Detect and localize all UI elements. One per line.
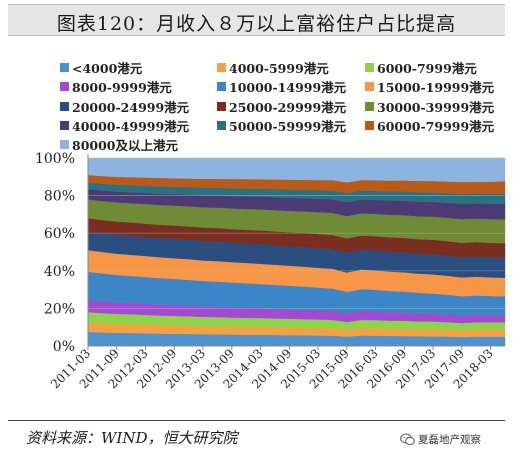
legend-swatch xyxy=(60,82,69,92)
wechat-icon xyxy=(400,433,415,446)
legend-item: 15000-19999港元 xyxy=(365,77,494,96)
legend-item: 20000-24999港元 xyxy=(60,97,189,116)
legend-item: 60000-79999港元 xyxy=(365,116,494,135)
y-tick-label: 20% xyxy=(44,301,75,317)
footer-divider xyxy=(8,420,505,421)
watermark: 夏磊地产观察 xyxy=(400,432,481,447)
chart-title: 图表120：月收入８万以上富裕住户占比提高 xyxy=(56,13,457,35)
legend-item: <4000港元 xyxy=(60,58,142,77)
legend-swatch xyxy=(217,101,226,111)
legend-label: 60000-79999港元 xyxy=(377,118,495,134)
legend-swatch xyxy=(60,101,69,111)
legend-item: 40000-49999港元 xyxy=(60,116,189,135)
source-note: 资料来源：WIND，恒大研究院 xyxy=(26,429,238,447)
legend-swatch xyxy=(217,63,226,72)
legend-item: 8000-9999港元 xyxy=(60,77,172,96)
legend-swatch xyxy=(365,101,374,111)
legend-label: 4000-5999港元 xyxy=(229,61,329,76)
legend-swatch xyxy=(217,82,226,92)
legend-label: 80000及以上港元 xyxy=(72,138,178,154)
y-tick-label: 100% xyxy=(35,151,75,167)
legend-item: 30000-39999港元 xyxy=(365,97,494,116)
legend-label: 8000-9999港元 xyxy=(72,80,172,96)
legend-swatch xyxy=(365,82,374,92)
chart-title-bar: 图表120：月收入８万以上富裕住户占比提高 xyxy=(8,4,505,36)
legend-swatch xyxy=(60,63,69,72)
legend-item: 10000-14999港元 xyxy=(217,77,346,96)
legend-item: 6000-7999港元 xyxy=(365,58,477,77)
y-tick-label: 0% xyxy=(53,339,75,355)
legend-swatch xyxy=(60,140,69,150)
legend-label: 20000-24999港元 xyxy=(72,99,190,115)
y-tick-label: 40% xyxy=(44,264,75,280)
legend-label: 15000-19999港元 xyxy=(377,80,495,96)
legend-swatch xyxy=(365,63,374,72)
legend-label: <4000港元 xyxy=(72,61,143,76)
legend-swatch xyxy=(60,120,69,130)
legend-swatch xyxy=(365,120,374,130)
legend-label: 25000-29999港元 xyxy=(229,99,347,115)
y-tick-label: 80% xyxy=(44,189,75,205)
watermark-label: 夏磊地产观察 xyxy=(418,434,481,446)
y-tick-label: 60% xyxy=(44,226,75,242)
legend-swatch xyxy=(217,120,226,130)
legend-item: 4000-5999港元 xyxy=(217,58,329,77)
legend-item: 25000-29999港元 xyxy=(217,97,346,116)
legend-item: 80000及以上港元 xyxy=(60,135,178,154)
stacked-area-chart: 0%20%40%60%80%100%2011-032011-092012-032… xyxy=(35,151,506,391)
legend-item: 50000-59999港元 xyxy=(217,116,346,135)
legend-label: 40000-49999港元 xyxy=(72,118,190,134)
legend-label: 10000-14999港元 xyxy=(229,80,347,96)
legend-label: 50000-59999港元 xyxy=(229,118,347,134)
area-layers xyxy=(87,157,506,347)
legend-label: 30000-39999港元 xyxy=(377,99,495,115)
legend-label: 6000-7999港元 xyxy=(377,61,477,76)
